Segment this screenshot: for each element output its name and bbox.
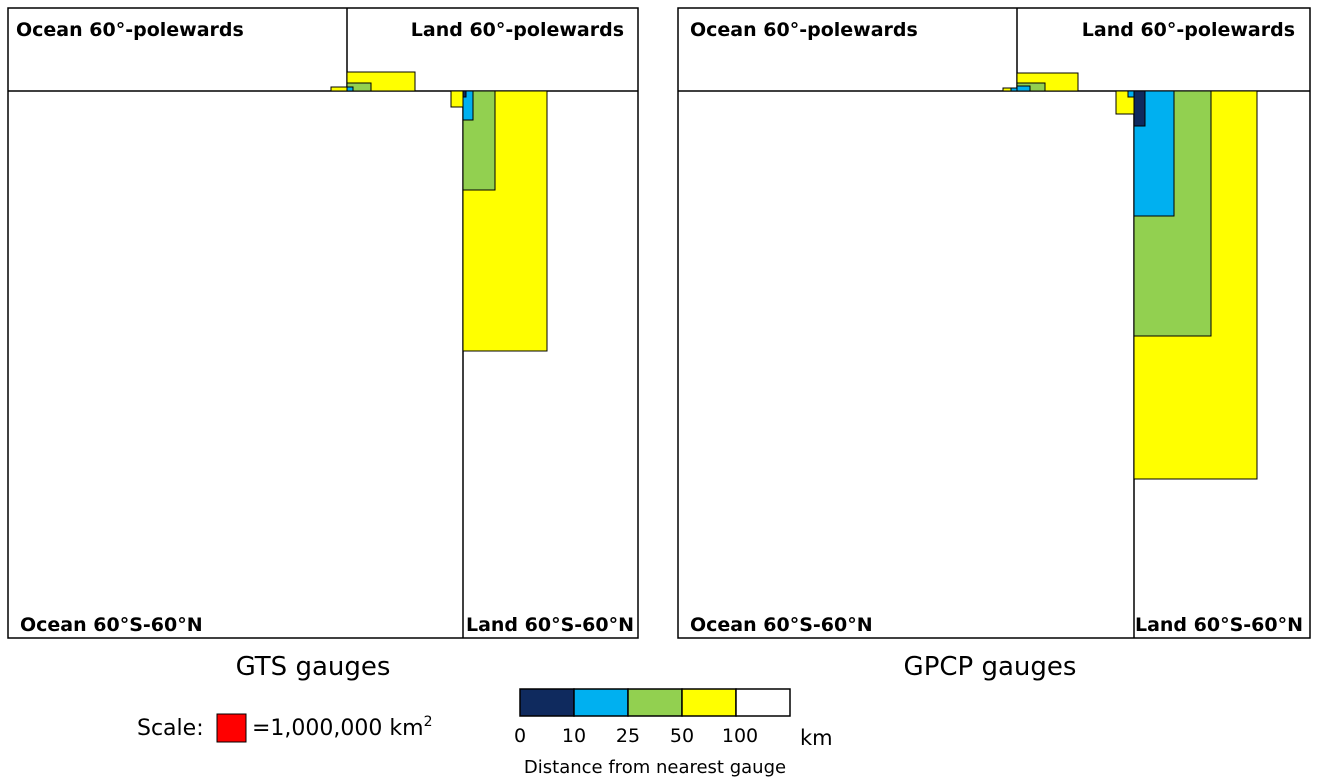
legend-swatch-0-10	[519, 688, 575, 717]
land-mid-25km	[462, 90, 474, 121]
label-ocean-mid: Ocean 60°S-60°N	[690, 614, 873, 636]
label-ocean-pole: Ocean 60°-polewards	[690, 19, 918, 41]
panel-title: GTS gauges	[236, 652, 391, 682]
scale-superscript: 2	[424, 714, 433, 730]
panel-title: GPCP gauges	[904, 652, 1077, 682]
legend-swatch-10-25	[573, 688, 629, 717]
legend-swatch-over-100	[735, 688, 791, 717]
land-pole-25km	[346, 86, 354, 92]
ocean-pole-25km	[1010, 87, 1018, 92]
legend-unit: km	[800, 726, 833, 750]
label-land-mid: Land 60°S-60°N	[466, 614, 634, 636]
legend-caption: Distance from nearest gauge	[524, 757, 786, 778]
panel-gts: Ocean 60°-polewards Land 60°-polewards O…	[7, 7, 639, 682]
distance-legend: 0 10 25 50 100 km Distance from nearest …	[514, 688, 833, 778]
scale-swatch	[216, 713, 247, 743]
ocean-mid-25km	[1127, 90, 1135, 98]
legend-swatch-25-50	[627, 688, 683, 717]
legend-swatch-50-100	[681, 688, 737, 717]
scale-key: Scale: =1,000,000 km2	[137, 713, 433, 743]
label-land-pole: Land 60°-polewards	[1082, 19, 1295, 41]
label-ocean-pole: Ocean 60°-polewards	[16, 19, 244, 41]
label-ocean-mid: Ocean 60°S-60°N	[20, 614, 203, 636]
label-land-pole: Land 60°-polewards	[411, 19, 624, 41]
legend-tick-10: 10	[562, 725, 586, 747]
legend-tick-0: 0	[514, 725, 526, 747]
legend-tick-25: 25	[616, 725, 640, 747]
land-mid-10km	[462, 90, 467, 98]
legend-tick-50: 50	[670, 725, 694, 747]
land-mid-10km	[1133, 90, 1146, 127]
ocean-pole-100km	[330, 86, 348, 92]
ocean-mid-100km	[450, 90, 464, 108]
scale-value: =1,000,000 km2	[252, 714, 433, 741]
panel-gpcp: Ocean 60°-polewards Land 60°-polewards O…	[677, 7, 1311, 682]
scale-label: Scale:	[137, 716, 204, 741]
label-land-mid: Land 60°S-60°N	[1135, 614, 1303, 636]
legend-tick-100: 100	[722, 725, 758, 747]
land-pole-25km	[1016, 85, 1031, 92]
